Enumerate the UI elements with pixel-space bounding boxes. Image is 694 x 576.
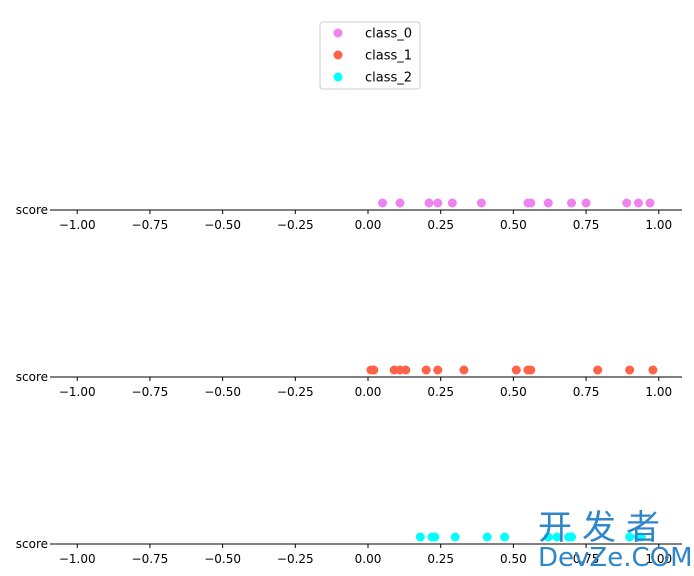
- data-point-class_0: [526, 198, 536, 208]
- data-point-class_2: [552, 532, 562, 542]
- x-tick-label: −1.00: [59, 218, 96, 232]
- x-tick-label: 0.50: [500, 218, 527, 232]
- data-point-class_2: [450, 532, 460, 542]
- legend-label: class_0: [365, 27, 412, 42]
- x-tick-label: −0.25: [277, 218, 314, 232]
- x-tick-label: 0.25: [427, 385, 454, 399]
- x-tick-label: 0.50: [500, 552, 527, 566]
- x-tick-label: 0.00: [355, 385, 382, 399]
- legend-item-class_2: class_2: [333, 71, 412, 86]
- x-tick-label: −0.50: [204, 385, 241, 399]
- data-point-class_1: [593, 365, 603, 375]
- data-point-class_0: [543, 198, 553, 208]
- data-point-class_2: [636, 532, 646, 542]
- legend-item-class_1: class_1: [333, 49, 412, 64]
- x-tick-label: 0.75: [573, 385, 600, 399]
- legend-marker: [333, 28, 343, 38]
- data-point-class_0: [424, 198, 434, 208]
- data-point-class_1: [459, 365, 469, 375]
- x-tick-label: −0.25: [277, 385, 314, 399]
- legend-marker: [333, 72, 343, 82]
- data-point-class_2: [482, 532, 492, 542]
- legend: class_0 class_1 class_2: [319, 21, 421, 90]
- data-point-class_0: [395, 198, 405, 208]
- data-point-class_2: [415, 532, 425, 542]
- x-tick-label: 0.75: [573, 218, 600, 232]
- watermark: 开发者 DevZe.COM: [538, 508, 693, 573]
- panel-class_0: score −1.00 −0.75 −0.50 −0.25 0.00 0.25 0.50 0.7…: [16, 198, 682, 232]
- watermark-en: DevZe.COM: [538, 543, 693, 573]
- data-point-class_1: [625, 365, 635, 375]
- chart-panels: score −1.00 −0.75 −0.50 −0.25 0.00 0.25 0.50 0.7…: [16, 198, 682, 566]
- data-point-class_0: [622, 198, 632, 208]
- x-tick-label: 0.00: [355, 218, 382, 232]
- data-point-class_0: [433, 198, 443, 208]
- data-point-class_0: [581, 198, 591, 208]
- data-point-class_0: [567, 198, 577, 208]
- x-tick-label: 1.00: [645, 385, 672, 399]
- data-point-class_2: [500, 532, 510, 542]
- data-point-class_1: [526, 365, 536, 375]
- data-point-class_0: [447, 198, 457, 208]
- x-tick-label: 0.25: [427, 552, 454, 566]
- data-point-class_0: [633, 198, 643, 208]
- legend-item-class_0: class_0: [333, 27, 412, 42]
- x-tick-label: 0.75: [573, 552, 600, 566]
- x-tick-label: −0.25: [277, 552, 314, 566]
- x-tick-label: −0.75: [132, 552, 169, 566]
- data-point-class_1: [369, 365, 379, 375]
- panel-class_1: score −1.00 −0.75 −0.50 −0.25 0.00 0.25 0.50 0.7…: [16, 365, 682, 399]
- x-tick-label: −0.50: [204, 218, 241, 232]
- y-tick-label: score: [16, 370, 48, 384]
- x-tick-label: −1.00: [59, 552, 96, 566]
- panel-class_2: score −1.00 −0.75 −0.50 −0.25 0.00 0.25 0.50 0.7…: [16, 532, 682, 566]
- data-point-class_0: [378, 198, 388, 208]
- legend-label: class_1: [365, 49, 412, 64]
- y-tick-label: score: [16, 537, 48, 551]
- x-tick-label: −0.75: [132, 218, 169, 232]
- legend-label: class_2: [365, 71, 412, 86]
- x-tick-label: −0.50: [204, 552, 241, 566]
- data-point-class_1: [648, 365, 658, 375]
- data-point-class_1: [421, 365, 431, 375]
- legend-marker: [333, 50, 343, 60]
- data-point-class_1: [511, 365, 521, 375]
- watermark-cn: 开发者: [538, 508, 670, 548]
- x-tick-label: −0.75: [132, 385, 169, 399]
- data-point-class_0: [645, 198, 655, 208]
- data-point-class_2: [430, 532, 440, 542]
- x-tick-label: 0.25: [427, 218, 454, 232]
- data-point-class_1: [401, 365, 411, 375]
- legend-frame: [319, 21, 421, 90]
- x-tick-label: 1.00: [645, 218, 672, 232]
- data-point-class_2: [567, 532, 577, 542]
- data-point-class_2: [543, 532, 553, 542]
- data-point-class_2: [625, 532, 635, 542]
- data-point-class_0: [476, 198, 486, 208]
- x-tick-label: 0.50: [500, 385, 527, 399]
- data-point-class_1: [433, 365, 443, 375]
- x-tick-label: −1.00: [59, 385, 96, 399]
- y-tick-label: score: [16, 203, 48, 217]
- x-tick-label: 0.00: [355, 552, 382, 566]
- x-tick-label: 1.00: [645, 552, 672, 566]
